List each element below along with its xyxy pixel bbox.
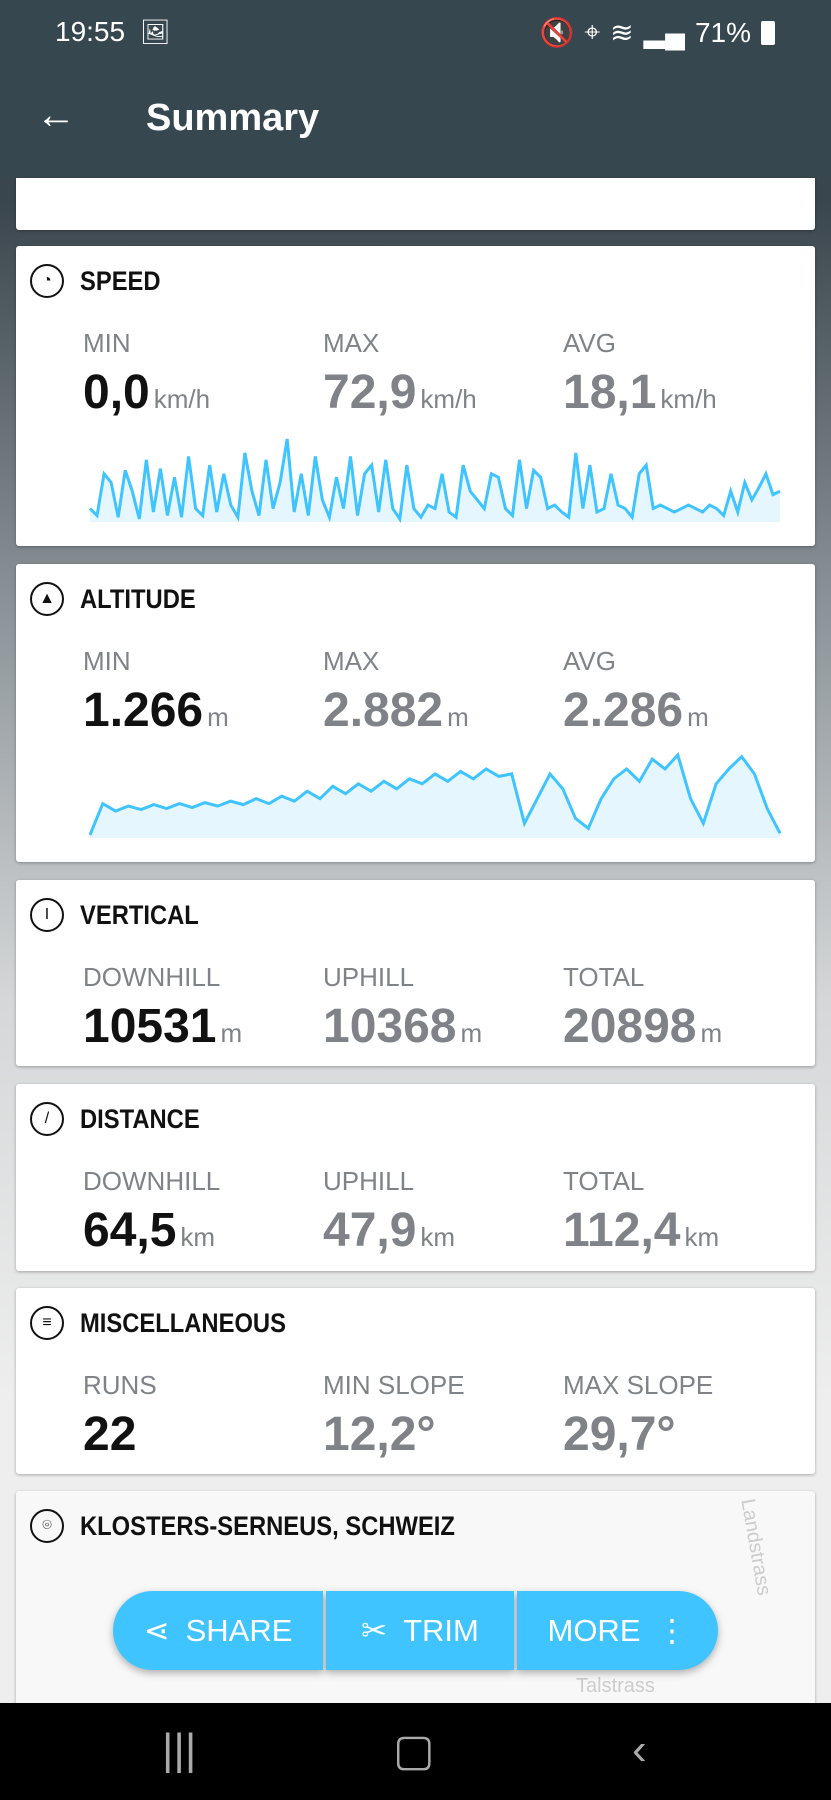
sparkline-line: [88, 752, 782, 836]
card-title: DISTANCE: [80, 1103, 200, 1134]
wifi-icon: ≋: [610, 17, 634, 48]
app-bar: ← Summary: [0, 63, 831, 177]
vertical-icon: I: [30, 898, 64, 932]
misc-card: ≡ MISCELLANEOUS RUNS 22 MIN SLOPE 12,2° MAX…: [16, 1288, 815, 1474]
scissors-icon: ✂: [361, 1612, 388, 1648]
altitude-card: ▲ ALTITUDE MIN 1.266 m MAX 2.882 m AVG 2.286 m: [16, 564, 815, 862]
mute-icon: 🔇: [539, 17, 575, 48]
gallery-icon: 🖼: [140, 19, 171, 46]
back-arrow-icon[interactable]: ←: [36, 93, 76, 137]
navigation-bar: ||| ▢ ‹: [0, 1703, 831, 1800]
speed-card: ◔ SPEED MIN 0,0 km/h MAX 72,9 km/h AVG 18,1 km/…: [16, 246, 815, 546]
card-title: MISCELLANEOUS: [80, 1307, 286, 1338]
signal-icon: ▂▄: [643, 17, 685, 48]
list-icon: ≡: [30, 1306, 64, 1340]
map-label: Talstrass: [576, 1675, 655, 1697]
recent-apps-button[interactable]: |||: [162, 1725, 197, 1774]
clock: 19:55: [55, 16, 126, 47]
card-title: SPEED: [80, 265, 161, 296]
share-icon: ⋖: [143, 1612, 170, 1648]
card-title: KLOSTERS-SERNEUS, SCHWEIZ: [80, 1510, 455, 1541]
battery-icon: [761, 20, 775, 45]
card-title: VERTICAL: [80, 899, 199, 930]
stat-avg: AVG 18,1 km/h: [563, 328, 717, 419]
home-button[interactable]: ▢: [393, 1726, 435, 1775]
altitude-sparkline: [88, 752, 782, 838]
status-bar: 19:55 🖼 🔇 ⌖ ≋ ▂▄ 71%: [0, 0, 831, 63]
page-title: Summary: [146, 97, 320, 139]
stat-min: MIN 0,0 km/h: [83, 328, 211, 419]
action-bar: ⋖ SHARE ✂ TRIM MORE ⋮: [113, 1591, 718, 1670]
speedometer-icon: ◔: [30, 264, 64, 298]
stat-max: MAX 72,9 km/h: [323, 328, 477, 419]
map-label: Landstrass: [736, 1497, 775, 1598]
battery-level: 71%: [694, 16, 751, 48]
stat-avg: AVG 2.286 m: [563, 646, 709, 737]
vertical-card: I VERTICAL DOWNHILL 10531 m UPHILL 10368 m TO…: [16, 880, 815, 1066]
trim-button[interactable]: ✂ TRIM: [326, 1591, 514, 1670]
sparkline-area: [90, 755, 780, 838]
back-button[interactable]: ‹: [632, 1725, 647, 1774]
ruler-icon: /: [30, 1102, 64, 1136]
sparkline-line: [88, 438, 781, 524]
stat-min: MIN 1.266 m: [83, 646, 229, 737]
sparkline-area: [90, 439, 780, 522]
stat-max: MAX 2.882 m: [323, 646, 469, 737]
location-icon: ⌖: [584, 16, 601, 47]
location-pin-icon: ⌾: [30, 1509, 64, 1543]
more-vert-icon: ⋮: [656, 1612, 688, 1648]
share-button[interactable]: ⋖ SHARE: [113, 1591, 323, 1670]
mountain-icon: ▲: [30, 582, 64, 616]
speed-sparkline: [88, 438, 781, 524]
card-title: ALTITUDE: [80, 583, 196, 614]
distance-card: / DISTANCE DOWNHILL 64,5 km UPHILL 47,9 km TO…: [16, 1084, 815, 1271]
more-button[interactable]: MORE ⋮: [517, 1591, 718, 1670]
previous-card: [16, 178, 815, 230]
